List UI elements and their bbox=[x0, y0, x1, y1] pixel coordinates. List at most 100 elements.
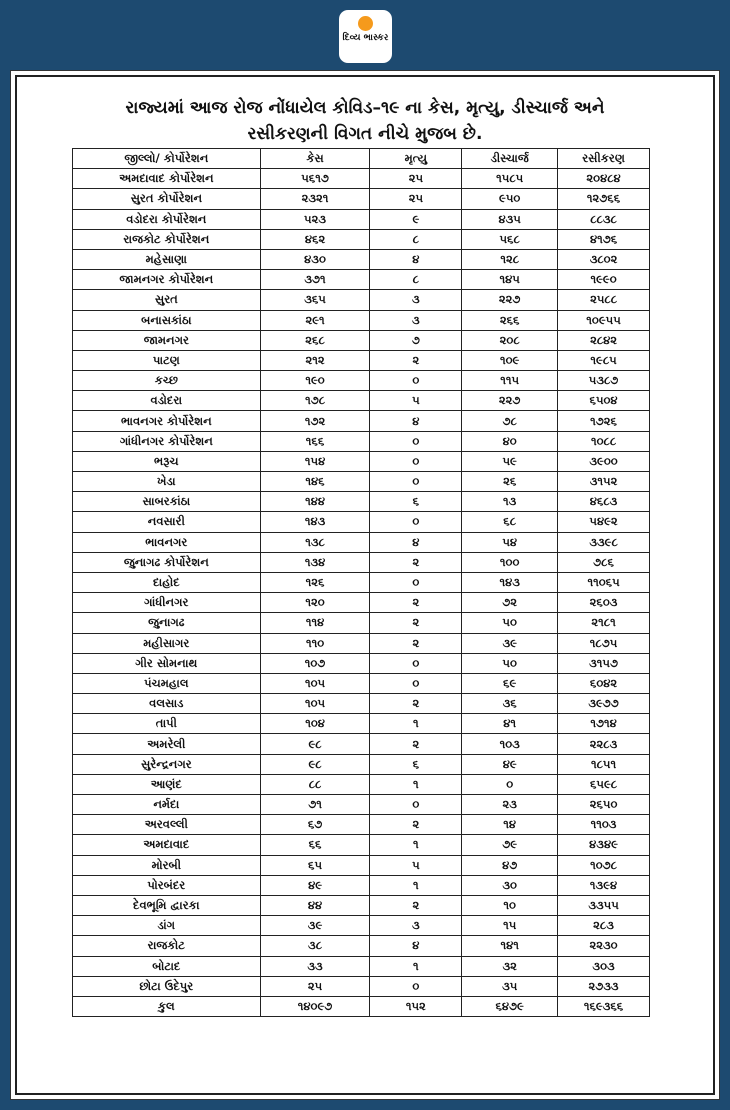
discharge-cell: ૬૮ bbox=[461, 511, 559, 533]
district-cell: નવસારી bbox=[72, 511, 261, 533]
table-row: દાહોદ ૧૨૬ ૦ ૧૪૩ ૧૧૦૬૫ bbox=[72, 571, 650, 594]
deaths-cell: ૧ bbox=[369, 713, 463, 735]
discharge-cell: ૨૦૮ bbox=[461, 329, 559, 351]
discharge-cell: ૩૦ bbox=[461, 874, 559, 896]
table-row: છોટા ઉદેપુર ૨૫ ૦ ૩૫ ૨૭૩૩ bbox=[72, 975, 650, 997]
vaccination-cell: ૧૦૭૮ bbox=[557, 854, 650, 876]
cases-cell: ૧૪૦૯૭ bbox=[259, 995, 371, 1018]
discharge-cell: ૧૦ bbox=[461, 894, 559, 917]
district-cell: અમદાવાદ કોર્પોરેશન bbox=[72, 168, 261, 190]
discharge-cell: ૯૫૦ bbox=[461, 188, 559, 210]
deaths-cell: ૮ bbox=[369, 269, 463, 291]
vaccination-cell: ૩૩૫૫ bbox=[557, 894, 650, 917]
deaths-cell: ૨ bbox=[369, 551, 463, 573]
district-cell: જુનાગઢ કોર્પોરેશન bbox=[72, 551, 261, 573]
vaccination-cell: ૧૧૦૩ bbox=[557, 814, 650, 836]
cases-cell: ૯૮ bbox=[259, 753, 371, 775]
cases-cell: ૪૪ bbox=[259, 894, 371, 917]
district-cell: બોટાદ bbox=[72, 955, 261, 977]
vaccination-cell: ૧૭૨૬ bbox=[557, 410, 650, 432]
deaths-cell: ૦ bbox=[369, 511, 463, 533]
logo-text: દિવ્ય ભાસ્કર bbox=[342, 33, 389, 43]
vaccination-cell: ૫૩૮૭ bbox=[557, 370, 650, 392]
deaths-cell: ૦ bbox=[369, 430, 463, 452]
vaccination-cell: ૨૫૮૮ bbox=[557, 289, 650, 311]
table-row: વડોદરા કોર્પોરેશન ૫૨૩ ૯ ૪૩૫ ૮૮૩૮ bbox=[72, 208, 650, 230]
vaccination-cell: ૨૬૦૩ bbox=[557, 592, 650, 614]
discharge-cell: ૫૦ bbox=[461, 652, 559, 674]
cases-cell: ૧૦૭ bbox=[259, 652, 371, 674]
discharge-cell: ડીસ્ચાર્જ bbox=[461, 147, 559, 170]
table-row: બોટાદ ૩૩ ૧ ૩૨ ૩૦૩ bbox=[72, 955, 650, 977]
table-row: રાજકોટ કોર્પોરેશન ૪૬૨ ૮ ૫૬૮ ૪૧૭૬ bbox=[72, 228, 650, 250]
deaths-cell: ૨ bbox=[369, 733, 463, 755]
cases-cell: ૪૯ bbox=[259, 874, 371, 896]
deaths-cell: ૦ bbox=[369, 672, 463, 695]
table-row: વડોદરા ૧૭૮ ૫ ૨૨૭ ૬૫૦૪ bbox=[72, 390, 650, 412]
vaccination-cell: ૧૩૯૪ bbox=[557, 874, 650, 896]
discharge-cell: ૪૩૫ bbox=[461, 208, 559, 230]
cases-cell: ૩૩ bbox=[259, 955, 371, 977]
cases-cell: ૧૫૪ bbox=[259, 450, 371, 473]
table-row: જામનગર કોર્પોરેશન ૩૭૧ ૮ ૧૪૫ ૧૯૯૦ bbox=[72, 269, 650, 291]
district-cell: કુલ bbox=[72, 995, 261, 1018]
cases-cell: ૧૦૫ bbox=[259, 693, 371, 715]
district-cell: ગાંધીનગર bbox=[72, 592, 261, 614]
discharge-cell: ૨૨૭ bbox=[461, 289, 559, 311]
discharge-cell: ૧૪૧ bbox=[461, 935, 559, 957]
cases-cell: ૧૨૬ bbox=[259, 571, 371, 594]
discharge-cell: ૧૦૩ bbox=[461, 733, 559, 755]
cases-cell: ૪૩૦ bbox=[259, 248, 371, 271]
total-row: કુલ ૧૪૦૯૭ ૧૫૨ ૬૪૭૯ ૧૬૯૩૬૬ bbox=[72, 995, 650, 1018]
card-border bbox=[15, 75, 715, 1095]
deaths-cell: ૨ bbox=[369, 894, 463, 917]
deaths-cell: ૪ bbox=[369, 248, 463, 271]
district-cell: બનાસકાંઠા bbox=[72, 309, 261, 331]
vaccination-cell: ૬૫૦૪ bbox=[557, 390, 650, 412]
vaccination-cell: ૭૮૬ bbox=[557, 551, 650, 573]
vaccination-cell: ૨૬૫૦ bbox=[557, 793, 650, 816]
district-cell: તાપી bbox=[72, 713, 261, 735]
deaths-cell: ૪ bbox=[369, 935, 463, 957]
discharge-cell: ૦ bbox=[461, 773, 559, 796]
vaccination-cell: ૩૧૫૭ bbox=[557, 652, 650, 674]
deaths-cell: મૃત્યુ bbox=[369, 147, 463, 170]
deaths-cell: ૩ bbox=[369, 289, 463, 311]
district-cell: કચ્છ bbox=[72, 370, 261, 392]
discharge-cell: ૭૯ bbox=[461, 834, 559, 856]
title-line-1: રાજ્યમાં આજ રોજ નોંધાયેલ કોવિડ–૧૯ ના કેસ… bbox=[125, 98, 605, 118]
district-cell: વડોદરા કોર્પોરેશન bbox=[72, 208, 261, 230]
district-cell: જીલ્લો/ કોર્પોરેશન bbox=[72, 147, 261, 170]
deaths-cell: ૦ bbox=[369, 793, 463, 816]
vaccination-cell: ૧૯૮૫ bbox=[557, 349, 650, 372]
table-row: જામનગર ૨૬૮ ૭ ૨૦૮ ૨૮૪૨ bbox=[72, 329, 650, 351]
table-row: સાબરકાંઠા ૧૪૪ ૬ ૧૩ ૪૬૮૩ bbox=[72, 491, 650, 513]
deaths-cell: ૧ bbox=[369, 773, 463, 796]
vaccination-cell: ૨૦૪૮૪ bbox=[557, 168, 650, 190]
vaccination-cell: ૧૬૯૩૬૬ bbox=[557, 995, 650, 1018]
district-cell: મહીસાગર bbox=[72, 632, 261, 654]
district-cell: ગાંધીનગર કોર્પોરેશન bbox=[72, 430, 261, 452]
cases-cell: ૧૭૮ bbox=[259, 390, 371, 412]
cases-cell: ૮૮ bbox=[259, 773, 371, 796]
cases-cell: ૫૬૧૭ bbox=[259, 168, 371, 190]
header-row: જીલ્લો/ કોર્પોરેશન કેસ મૃત્યુ ડીસ્ચાર્જ રસીક… bbox=[72, 147, 650, 170]
deaths-cell: ૨ bbox=[369, 814, 463, 836]
district-cell: ડાંગ bbox=[72, 915, 261, 937]
deaths-cell: ૨ bbox=[369, 693, 463, 715]
cases-cell: ૧૩૪ bbox=[259, 551, 371, 573]
deaths-cell: ૫ bbox=[369, 854, 463, 876]
table-row: બનાસકાંઠા ૨૯૧ ૩ ૨૬૬ ૧૦૯૫૫ bbox=[72, 309, 650, 331]
cases-cell: ૧૦૪ bbox=[259, 713, 371, 735]
vaccination-cell: ૪૧૭૬ bbox=[557, 228, 650, 250]
district-cell: દેવભૂમિ દ્વારકા bbox=[72, 894, 261, 917]
deaths-cell: ૯ bbox=[369, 208, 463, 230]
deaths-cell: ૭ bbox=[369, 329, 463, 351]
table-row: જુનાગઢ કોર્પોરેશન ૧૩૪ ૨ ૧૦૦ ૭૮૬ bbox=[72, 551, 650, 573]
deaths-cell: ૦ bbox=[369, 470, 463, 493]
cases-cell: ૩૭૧ bbox=[259, 269, 371, 291]
discharge-cell: ૭૨ bbox=[461, 592, 559, 614]
discharge-cell: ૬૯ bbox=[461, 672, 559, 695]
discharge-cell: ૨૬૬ bbox=[461, 309, 559, 331]
cases-cell: ૧૦૫ bbox=[259, 672, 371, 695]
